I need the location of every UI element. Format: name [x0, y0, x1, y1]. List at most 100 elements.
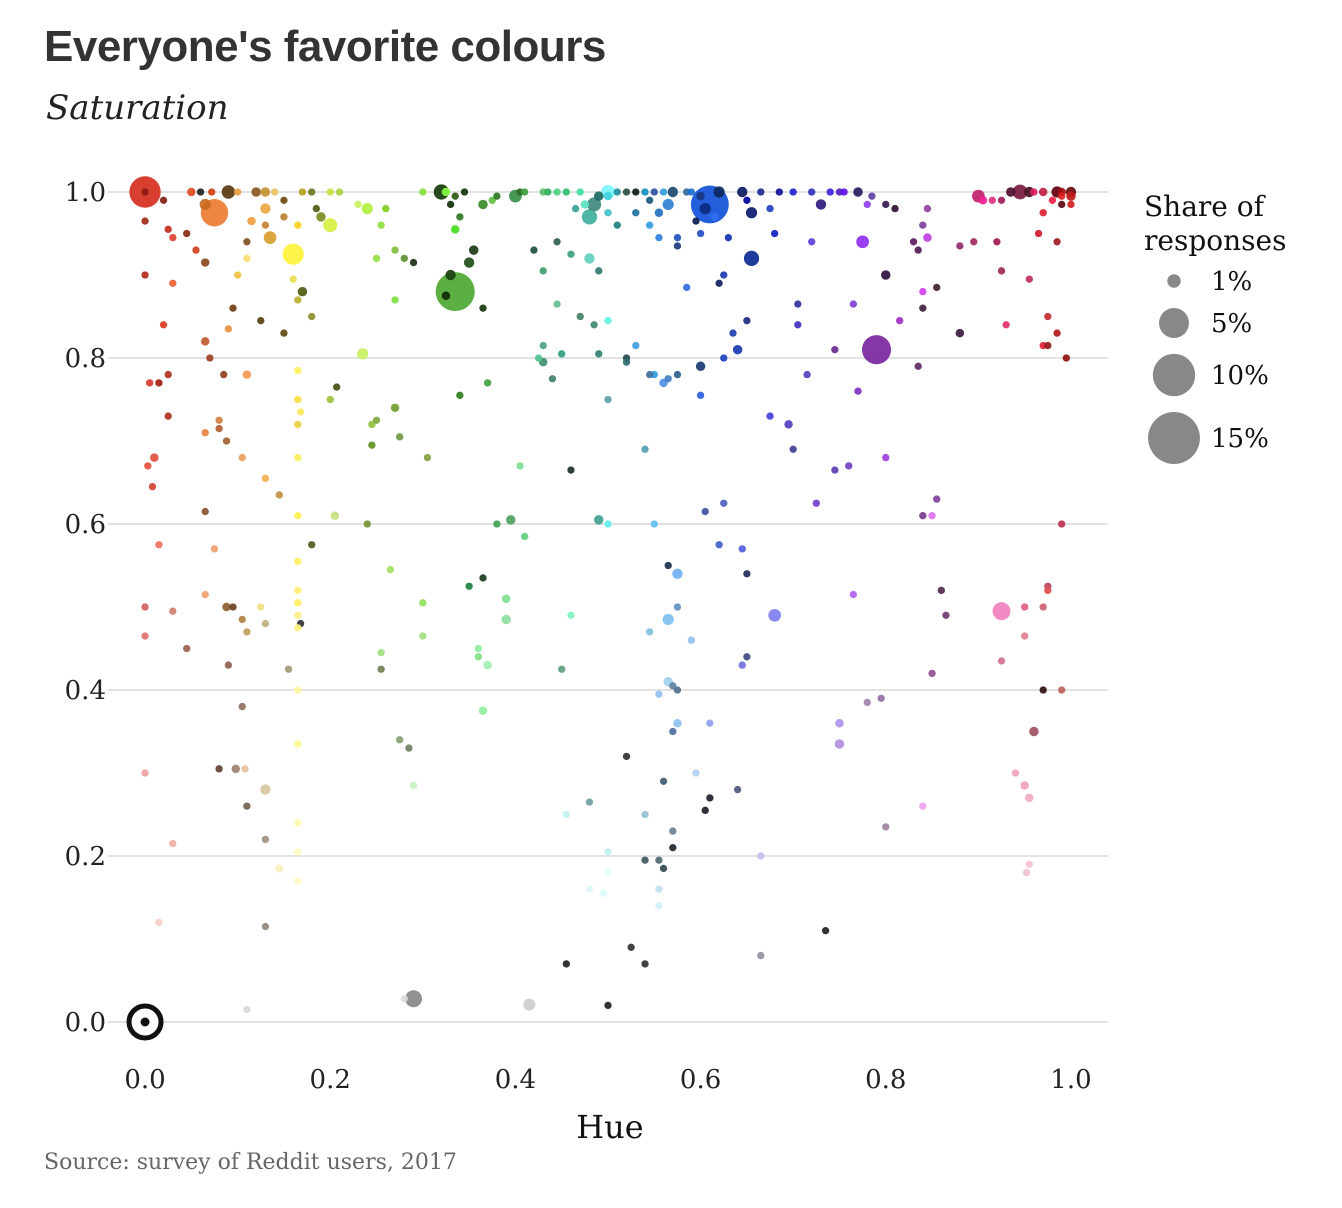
- data-point: [815, 199, 827, 210]
- data-point: [743, 250, 760, 267]
- data-point: [664, 561, 672, 570]
- data-point: [363, 520, 371, 528]
- data-point: [604, 1001, 612, 1010]
- data-point: [294, 611, 302, 619]
- data-point: [243, 628, 251, 636]
- data-point: [183, 229, 191, 238]
- data-point: [357, 348, 369, 360]
- y-tick-label: 0.8: [65, 344, 106, 374]
- data-point: [229, 603, 237, 611]
- data-point: [377, 665, 385, 673]
- data-point: [544, 188, 552, 196]
- data-point: [294, 512, 302, 520]
- data-point: [183, 644, 191, 653]
- data-point: [335, 188, 344, 196]
- data-point: [280, 329, 288, 337]
- data-point: [372, 254, 381, 263]
- data-point: [155, 379, 163, 387]
- data-point: [567, 466, 575, 474]
- data-point: [409, 258, 418, 267]
- data-point: [501, 614, 511, 625]
- y-axis-ticks: 0.0 0.2 0.4 0.6 0.8 1.0: [65, 178, 106, 1038]
- legend-label: 5%: [1211, 309, 1252, 339]
- data-point: [584, 253, 595, 264]
- data-point: [215, 765, 223, 773]
- chart-subtitle: Saturation: [46, 88, 229, 128]
- data-point: [257, 316, 265, 325]
- data-point: [516, 462, 524, 470]
- data-point: [673, 233, 682, 242]
- data-point: [1020, 603, 1029, 611]
- data-point: [474, 644, 483, 653]
- data-point: [238, 702, 246, 711]
- data-point: [483, 379, 492, 387]
- data-point: [312, 204, 321, 213]
- data-point: [914, 362, 922, 370]
- data-point: [419, 188, 427, 196]
- data-point: [738, 661, 746, 669]
- data-point: [1006, 187, 1016, 197]
- data-point: [479, 304, 487, 312]
- data-point: [382, 204, 390, 213]
- data-point: [501, 594, 511, 603]
- x-axis-title: Hue: [576, 1108, 643, 1146]
- data-point: [673, 718, 682, 728]
- data-point: [333, 383, 341, 391]
- data-point: [757, 852, 765, 860]
- data-point: [743, 653, 751, 661]
- data-point: [435, 272, 475, 312]
- data-point: [803, 370, 811, 379]
- data-point: [645, 221, 654, 229]
- data-point: [567, 250, 575, 258]
- data-point: [326, 395, 334, 404]
- data-point: [1053, 329, 1061, 337]
- data-point: [720, 271, 728, 279]
- data-point: [296, 408, 305, 416]
- data-point: [594, 191, 604, 201]
- data-point: [260, 784, 271, 795]
- data-point: [845, 462, 853, 470]
- y-tick-label: 0.4: [65, 676, 106, 706]
- data-point: [224, 325, 233, 333]
- data-point: [757, 188, 765, 196]
- data-point: [699, 202, 711, 215]
- data-point: [881, 270, 891, 280]
- data-point: [386, 565, 395, 574]
- data-point: [451, 192, 459, 200]
- data-point: [919, 287, 927, 296]
- data-point: [539, 267, 547, 275]
- x-tick-label: 1.0: [1050, 1065, 1091, 1095]
- data-point: [766, 204, 774, 213]
- data-point: [238, 453, 246, 462]
- data-point: [523, 998, 536, 1011]
- data-point: [662, 613, 674, 626]
- data-point: [294, 557, 302, 566]
- data-point: [928, 512, 936, 520]
- data-point: [1025, 793, 1034, 803]
- data-point: [326, 188, 334, 196]
- data-point: [222, 602, 231, 612]
- data-point: [294, 599, 302, 607]
- data-point: [215, 424, 223, 433]
- x-tick-label: 0.6: [680, 1065, 721, 1095]
- data-point: [604, 868, 612, 877]
- data-point: [664, 375, 672, 383]
- data-point: [400, 995, 408, 1003]
- data-point: [738, 545, 746, 553]
- data-point: [553, 238, 561, 246]
- data-point: [641, 445, 649, 453]
- data-point: [654, 208, 664, 217]
- data-point: [585, 885, 594, 893]
- data-point: [530, 246, 538, 254]
- data-point: [257, 603, 265, 611]
- data-point: [405, 744, 413, 752]
- data-point: [632, 341, 640, 350]
- data-point: [868, 192, 876, 200]
- data-point: [856, 235, 869, 249]
- size-legend: Share of responses 1% 5% 10% 15%: [1144, 190, 1286, 464]
- data-point: [970, 238, 978, 246]
- data-point: [576, 312, 584, 321]
- data-point: [604, 209, 612, 217]
- data-point: [282, 243, 304, 265]
- data-point: [909, 238, 918, 246]
